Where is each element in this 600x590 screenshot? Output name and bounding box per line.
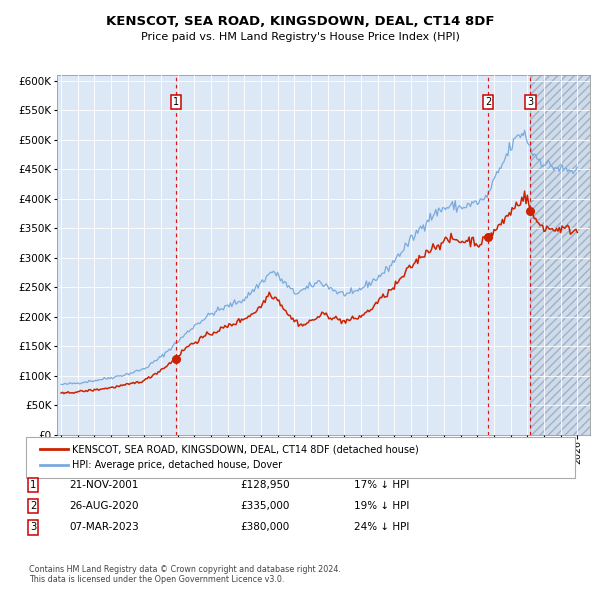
Text: 19% ↓ HPI: 19% ↓ HPI (354, 502, 409, 511)
Text: £335,000: £335,000 (240, 502, 289, 511)
Text: 24% ↓ HPI: 24% ↓ HPI (354, 523, 409, 532)
Text: KENSCOT, SEA ROAD, KINGSDOWN, DEAL, CT14 8DF (detached house): KENSCOT, SEA ROAD, KINGSDOWN, DEAL, CT14… (72, 444, 419, 454)
Text: KENSCOT, SEA ROAD, KINGSDOWN, DEAL, CT14 8DF: KENSCOT, SEA ROAD, KINGSDOWN, DEAL, CT14… (106, 15, 494, 28)
Text: HPI: Average price, detached house, Dover: HPI: Average price, detached house, Dove… (72, 460, 282, 470)
Bar (530, 75, 590, 435)
Text: 26-AUG-2020: 26-AUG-2020 (69, 502, 139, 511)
Text: Price paid vs. HM Land Registry's House Price Index (HPI): Price paid vs. HM Land Registry's House … (140, 32, 460, 42)
Text: 2: 2 (30, 502, 36, 511)
Text: 2: 2 (485, 97, 491, 107)
Text: 3: 3 (30, 523, 36, 532)
Text: 1: 1 (30, 480, 36, 490)
Text: £380,000: £380,000 (240, 523, 289, 532)
Text: 21-NOV-2001: 21-NOV-2001 (69, 480, 139, 490)
Text: 3: 3 (527, 97, 533, 107)
Text: 17% ↓ HPI: 17% ↓ HPI (354, 480, 409, 490)
Text: 07-MAR-2023: 07-MAR-2023 (69, 523, 139, 532)
Text: Contains HM Land Registry data © Crown copyright and database right 2024.
This d: Contains HM Land Registry data © Crown c… (29, 565, 341, 584)
Text: £128,950: £128,950 (240, 480, 290, 490)
Text: 1: 1 (173, 97, 179, 107)
